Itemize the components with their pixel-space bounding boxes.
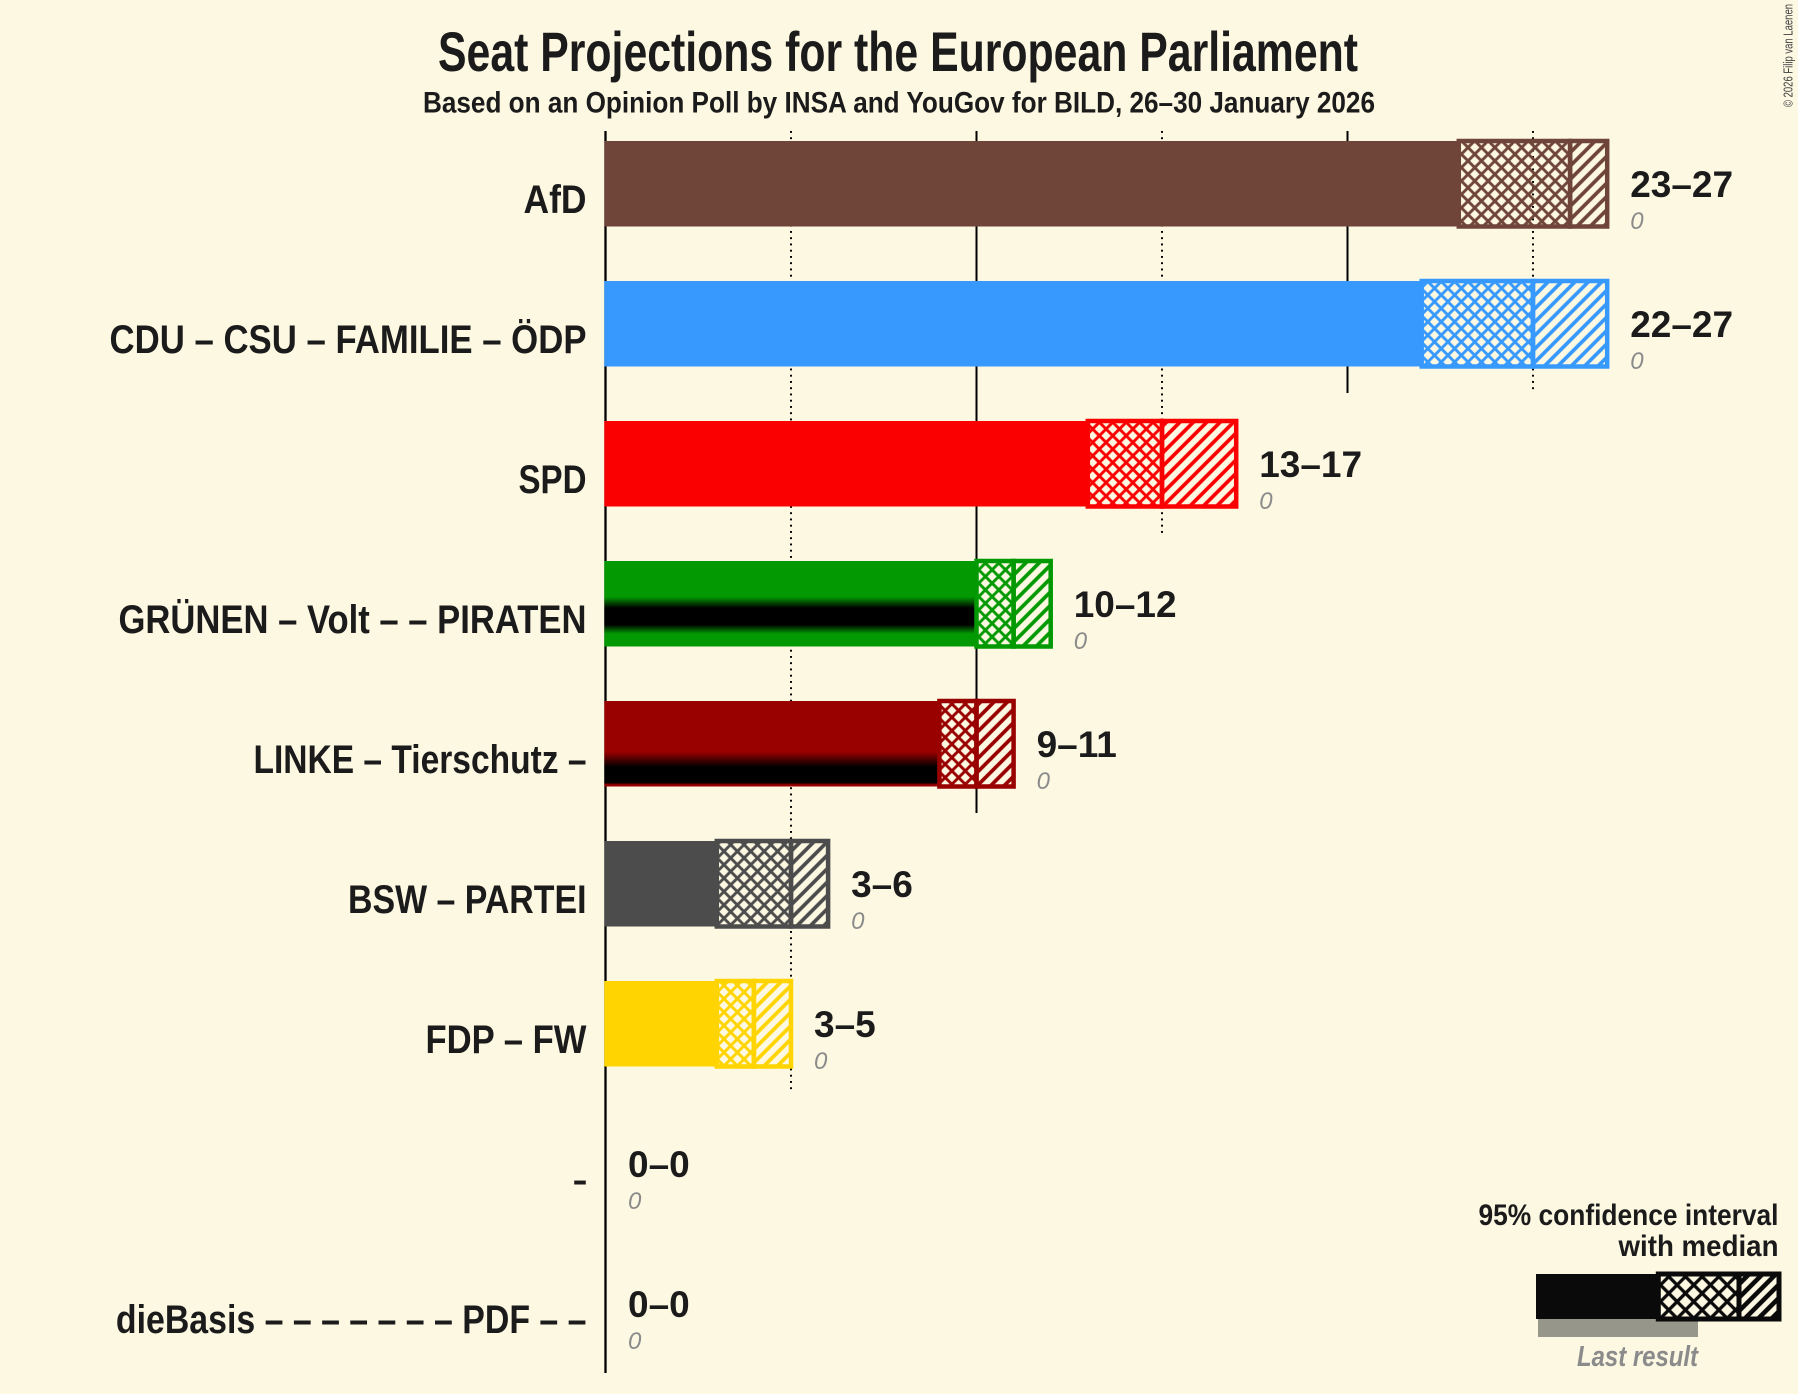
svg-text:0: 0 <box>1259 488 1273 515</box>
svg-text:© 2026 Filip van Laenen: © 2026 Filip van Laenen <box>1782 4 1796 107</box>
svg-text:3–6: 3–6 <box>851 864 913 905</box>
svg-text:0: 0 <box>1074 628 1088 655</box>
svg-text:0: 0 <box>1037 768 1051 795</box>
svg-text:BSW – PARTEI: BSW – PARTEI <box>348 878 587 922</box>
svg-text:CDU – CSU – FAMILIE – ÖDP: CDU – CSU – FAMILIE – ÖDP <box>110 317 587 362</box>
svg-text:13–17: 13–17 <box>1259 444 1362 485</box>
svg-text:0: 0 <box>628 1188 642 1215</box>
svg-text:Seat Projections for the Europ: Seat Projections for the European Parlia… <box>438 20 1358 83</box>
svg-text:with median: with median <box>1618 1230 1779 1263</box>
svg-text:0: 0 <box>851 908 865 935</box>
svg-text:95% confidence interval: 95% confidence interval <box>1479 1199 1779 1232</box>
svg-text:23–27: 23–27 <box>1630 164 1733 205</box>
svg-text:AfD: AfD <box>524 178 587 222</box>
svg-text:LINKE – Tierschutz –: LINKE – Tierschutz – <box>254 738 587 782</box>
svg-text:0–0: 0–0 <box>628 1284 690 1325</box>
svg-text:10–12: 10–12 <box>1074 584 1177 625</box>
svg-text:0–0: 0–0 <box>628 1144 690 1185</box>
svg-text:Last result: Last result <box>1577 1341 1699 1373</box>
svg-text:0: 0 <box>1630 208 1644 235</box>
svg-text:dieBasis – – – – – – – PDF – –: dieBasis – – – – – – – PDF – – <box>116 1298 587 1342</box>
svg-text:0: 0 <box>628 1328 642 1355</box>
svg-text:FDP – FW: FDP – FW <box>426 1018 587 1062</box>
svg-text:9–11: 9–11 <box>1037 724 1117 765</box>
svg-text:SPD: SPD <box>519 458 587 502</box>
svg-text:3–5: 3–5 <box>814 1004 876 1045</box>
svg-text:GRÜNEN – Volt – – PIRATEN: GRÜNEN – Volt – – PIRATEN <box>119 597 587 642</box>
svg-text:22–27: 22–27 <box>1630 304 1733 345</box>
svg-text:0: 0 <box>1630 348 1644 375</box>
svg-text:–: – <box>574 1158 587 1202</box>
svg-text:0: 0 <box>814 1048 828 1075</box>
svg-text:Based on an Opinion Poll by IN: Based on an Opinion Poll by INSA and You… <box>423 87 1375 120</box>
